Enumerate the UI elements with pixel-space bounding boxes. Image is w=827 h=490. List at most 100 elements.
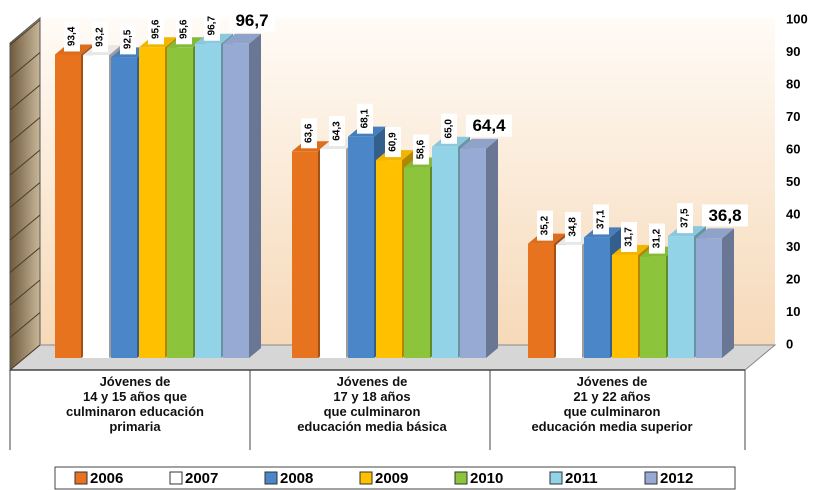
value-label: 58,6 bbox=[416, 139, 427, 159]
bar bbox=[223, 43, 249, 358]
value-label: 64,3 bbox=[332, 121, 343, 141]
value-label: 64,4 bbox=[472, 116, 506, 135]
value-label-box bbox=[621, 221, 637, 252]
bar bbox=[640, 256, 666, 358]
value-label-box bbox=[301, 118, 317, 149]
bar-top bbox=[223, 33, 261, 44]
value-label-box bbox=[441, 113, 457, 144]
legend-swatch bbox=[644, 471, 658, 485]
value-label-box bbox=[537, 210, 553, 241]
bar bbox=[556, 244, 582, 358]
bar bbox=[55, 54, 81, 358]
value-label: 95,6 bbox=[151, 19, 162, 39]
y-tick-label: 30 bbox=[786, 239, 800, 254]
wall-line bbox=[9, 312, 41, 338]
bar-side bbox=[722, 228, 734, 358]
value-label: 93,4 bbox=[67, 26, 78, 46]
bar-side bbox=[249, 33, 261, 358]
value-label: 60,9 bbox=[388, 132, 399, 152]
value-label-box bbox=[357, 103, 373, 134]
value-label-box bbox=[329, 116, 345, 147]
value-label: 31,7 bbox=[624, 227, 635, 247]
bar bbox=[111, 57, 137, 358]
y-tick-label: 60 bbox=[786, 141, 800, 156]
left-wall bbox=[9, 16, 41, 372]
value-label-box bbox=[229, 9, 275, 32]
bar bbox=[460, 148, 486, 358]
bar bbox=[167, 47, 193, 359]
legend-label: 2011 bbox=[565, 470, 598, 487]
bar-top bbox=[696, 228, 734, 239]
bar bbox=[83, 55, 109, 358]
value-label: 37,5 bbox=[680, 208, 691, 228]
legend-swatch bbox=[549, 471, 563, 485]
value-label-box bbox=[120, 24, 136, 55]
legend-label: 2012 bbox=[660, 470, 693, 487]
legend-label: 2008 bbox=[280, 470, 313, 487]
bar bbox=[668, 236, 694, 358]
value-label: 92,5 bbox=[123, 29, 134, 49]
value-label-box bbox=[64, 21, 80, 52]
wall-line bbox=[9, 214, 41, 241]
value-label: 96,7 bbox=[207, 16, 218, 36]
legend-box bbox=[54, 466, 736, 490]
y-tick-label: 40 bbox=[786, 206, 800, 221]
value-label: 34,8 bbox=[568, 217, 579, 237]
value-label-box bbox=[148, 14, 164, 45]
value-label-box bbox=[385, 127, 401, 158]
value-label: 37,1 bbox=[596, 209, 607, 229]
value-label-box bbox=[176, 14, 192, 45]
bar bbox=[404, 167, 430, 358]
bar bbox=[320, 149, 346, 358]
y-tick-label: 70 bbox=[786, 109, 800, 124]
value-label-box bbox=[204, 10, 220, 41]
wall-line bbox=[9, 247, 41, 273]
wall-line bbox=[9, 52, 41, 78]
bar bbox=[528, 243, 554, 358]
legend-swatch bbox=[169, 471, 183, 485]
value-label: 95,6 bbox=[179, 19, 190, 39]
legend-label: 2010 bbox=[470, 470, 503, 487]
legend-label: 2007 bbox=[185, 470, 218, 487]
value-label-box bbox=[565, 211, 581, 242]
value-label-box bbox=[466, 114, 512, 137]
legend-label: 2009 bbox=[375, 470, 408, 487]
value-label: 36,8 bbox=[708, 206, 741, 225]
x-tick-label: Jóvenes de 21 y 22 años que culminaron e… bbox=[531, 374, 693, 434]
bar bbox=[584, 237, 610, 358]
wall-line bbox=[9, 279, 41, 306]
wall-line bbox=[9, 344, 41, 371]
value-label-box bbox=[702, 204, 748, 227]
y-tick-label: 80 bbox=[786, 76, 800, 91]
value-label: 35,2 bbox=[540, 215, 551, 235]
bar-side bbox=[486, 138, 498, 358]
legend-swatch bbox=[359, 471, 373, 485]
value-label: 96,7 bbox=[235, 11, 268, 30]
value-label-box bbox=[677, 203, 693, 234]
value-label-box bbox=[413, 134, 429, 165]
bar bbox=[376, 160, 402, 358]
value-label: 31,2 bbox=[652, 228, 663, 248]
bar-top bbox=[460, 138, 498, 149]
wall-line bbox=[9, 149, 41, 176]
legend-swatch bbox=[454, 471, 468, 485]
y-tick-label: 10 bbox=[786, 304, 800, 319]
x-tick-label: Jóvenes de 14 y 15 años que culminaron e… bbox=[66, 374, 204, 434]
wall-line bbox=[9, 117, 41, 143]
value-label: 93,2 bbox=[95, 27, 106, 47]
bar bbox=[432, 146, 458, 358]
value-label: 68,1 bbox=[360, 109, 371, 129]
bar bbox=[612, 254, 638, 358]
value-label-box bbox=[593, 204, 609, 235]
legend-swatch bbox=[264, 471, 278, 485]
y-tick-label: 20 bbox=[786, 271, 800, 286]
y-tick-label: 90 bbox=[786, 44, 800, 59]
legend-label: 2006 bbox=[90, 470, 123, 487]
y-tick-label: 100 bbox=[786, 11, 808, 26]
wall-line bbox=[9, 182, 41, 208]
bar bbox=[195, 43, 221, 358]
value-label-box bbox=[92, 22, 108, 53]
value-label-box bbox=[649, 223, 665, 254]
